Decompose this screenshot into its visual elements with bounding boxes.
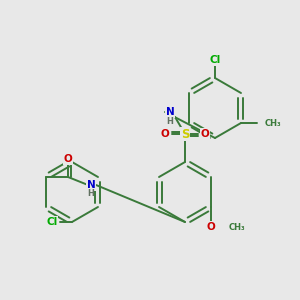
Text: N: N (87, 180, 95, 190)
Text: N: N (166, 107, 174, 117)
Text: CH₃: CH₃ (265, 118, 282, 127)
Text: O: O (201, 129, 209, 139)
Text: O: O (64, 154, 72, 164)
Text: S: S (181, 128, 189, 140)
Text: H: H (88, 190, 94, 199)
Text: Cl: Cl (46, 217, 58, 227)
Text: O: O (207, 222, 215, 232)
Text: O: O (160, 129, 169, 139)
Text: Cl: Cl (209, 55, 220, 65)
Text: H: H (167, 116, 173, 125)
Text: CH₃: CH₃ (229, 223, 246, 232)
